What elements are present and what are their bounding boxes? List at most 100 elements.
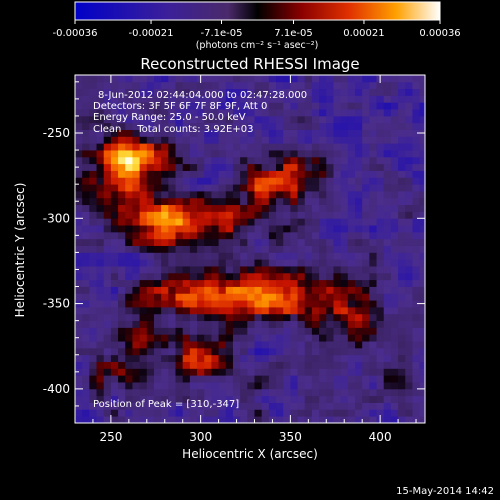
heatmap-cell	[419, 170, 425, 178]
heatmap-cell	[297, 402, 306, 410]
heatmap-cell	[82, 102, 90, 110]
heatmap-cell	[240, 95, 248, 103]
heatmap-cell	[110, 109, 119, 117]
heatmap-cell	[405, 272, 413, 281]
heatmap-cell	[225, 156, 234, 165]
heatmap-cell	[225, 375, 234, 383]
heatmap-cell	[175, 382, 184, 390]
heatmap-cell	[297, 129, 306, 137]
heatmap-cell	[182, 211, 191, 219]
heatmap-cell	[276, 204, 284, 212]
heatmap-cell	[110, 361, 119, 369]
heatmap-cell	[383, 95, 392, 103]
heatmap-cell	[189, 402, 198, 410]
heatmap-cell	[412, 259, 421, 267]
heatmap-cell	[398, 354, 406, 362]
heatmap-cell	[326, 218, 334, 226]
heatmap-cell	[110, 354, 119, 362]
heatmap-cell	[355, 163, 363, 171]
heatmap-cell	[153, 382, 162, 390]
heatmap-cell	[290, 347, 298, 356]
heatmap-cell	[319, 95, 327, 103]
heatmap-cell	[103, 102, 112, 110]
heatmap-cell	[326, 307, 334, 315]
heatmap-cell	[240, 259, 248, 267]
heatmap-cell	[268, 150, 277, 158]
heatmap-cell	[189, 272, 198, 281]
heatmap-cell	[290, 88, 298, 96]
heatmap-cell	[82, 361, 90, 369]
heatmap-cell	[175, 279, 184, 287]
heatmap-cell	[211, 388, 219, 397]
heatmap-cell	[118, 402, 126, 410]
heatmap-cell	[139, 375, 148, 383]
heatmap-cell	[297, 109, 306, 117]
heatmap-cell	[204, 75, 212, 83]
heatmap-cell	[103, 170, 112, 178]
heatmap-cell	[405, 129, 413, 137]
heatmap-cell	[276, 150, 284, 158]
heatmap-cell	[347, 416, 356, 423]
heatmap-cell	[225, 129, 234, 137]
heatmap-cell	[204, 143, 212, 151]
heatmap-cell	[204, 170, 212, 178]
heatmap-cell	[319, 259, 327, 267]
heatmap-cell	[218, 81, 227, 90]
heatmap-cell	[82, 184, 90, 192]
heatmap-cell	[283, 341, 291, 349]
heatmap-cell	[240, 177, 248, 185]
heatmap-cell	[96, 252, 105, 260]
heatmap-cell	[103, 252, 112, 260]
heatmap-cell	[182, 231, 191, 240]
heatmap-cell	[261, 279, 270, 287]
heatmap-cell	[118, 163, 126, 171]
heatmap-cell	[412, 395, 421, 403]
heatmap-cell	[197, 211, 205, 219]
heatmap-cell	[175, 156, 184, 165]
heatmap-cell	[369, 150, 377, 158]
heatmap-cell	[290, 238, 298, 246]
heatmap-cell	[383, 122, 392, 130]
heatmap-cell	[412, 115, 421, 124]
heatmap-cell	[376, 361, 385, 369]
heatmap-cell	[355, 238, 363, 246]
heatmap-cell	[168, 75, 176, 83]
heatmap-cell	[132, 279, 141, 287]
heatmap-cell	[175, 191, 184, 199]
heatmap-cell	[283, 88, 291, 96]
heatmap-cell	[311, 272, 320, 281]
heatmap-cell	[398, 184, 406, 192]
heatmap-cell	[247, 313, 255, 322]
heatmap-cell	[204, 95, 212, 103]
heatmap-cell	[405, 184, 413, 192]
heatmap-cell	[118, 307, 126, 315]
heatmap-cell	[319, 238, 327, 246]
heatmap-cell	[405, 347, 413, 356]
heatmap-cell	[355, 88, 363, 96]
heatmap-cell	[383, 136, 392, 144]
heatmap-cell	[189, 129, 198, 137]
heatmap-cell	[297, 191, 306, 199]
heatmap-cell	[146, 115, 155, 124]
heatmap-cell	[168, 327, 176, 335]
heatmap-cell	[139, 382, 148, 390]
heatmap-cell	[419, 266, 425, 274]
heatmap-cell	[132, 388, 141, 397]
heatmap-cell	[304, 88, 313, 96]
heatmap-cell	[383, 102, 392, 110]
heatmap-cell	[197, 395, 205, 403]
heatmap-cell	[218, 259, 227, 267]
heatmap-cell	[290, 95, 298, 103]
heatmap-cell	[161, 191, 169, 199]
heatmap-cell	[82, 272, 90, 281]
heatmap-cell	[297, 81, 306, 90]
heatmap-cell	[297, 143, 306, 151]
heatmap-cell	[225, 204, 234, 212]
heatmap-cell	[161, 307, 169, 315]
heatmap-cell	[96, 143, 105, 151]
heatmap-cell	[211, 266, 219, 274]
heatmap-cell	[110, 231, 119, 240]
heatmap-cell	[376, 225, 385, 233]
heatmap-cell	[405, 88, 413, 96]
heatmap-cell	[283, 279, 291, 287]
